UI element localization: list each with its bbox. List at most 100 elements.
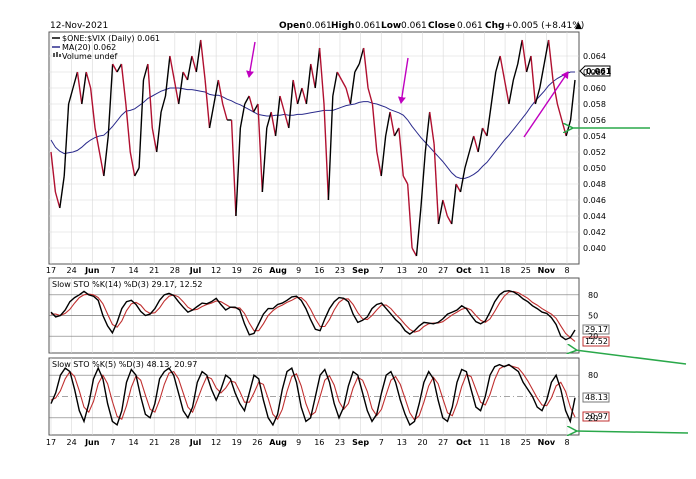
price-segment [169,55,175,81]
price-segment [354,63,360,73]
price-segment [222,103,228,121]
price-segment [380,135,387,177]
price-legend: $ONE:$VIX (Daily) 0.061 MA(20) 0.062 Vol… [52,34,160,61]
x-tick-bottom: 24 [67,438,77,447]
x-tick-bottom: 8 [564,438,569,447]
sto-d-line [50,364,576,421]
price-segment [345,87,352,105]
x-tick-bottom: Oct [456,438,472,447]
svg-text:12.52: 12.52 [585,337,608,346]
price-y-tick: 0.062 [583,68,606,77]
sto-y-tick: 20 [588,332,598,341]
sto-y-tick: 20 [588,414,598,423]
price-segment [195,39,202,73]
x-tick-bottom: 20 [417,438,427,447]
x-tick-mid: 26 [252,266,262,275]
low-value: 0.061 [401,21,427,31]
price-panel [48,31,580,265]
price-segment [151,127,158,153]
price-segment [112,63,118,73]
price-segment [367,87,374,105]
x-tick-mid: 24 [67,266,77,275]
ma20-line [50,71,575,179]
price-y-tick: 0.044 [583,212,606,221]
price-segment [116,63,123,73]
chart-date: 12-Nov-2021 [50,21,108,31]
x-tick-mid: 14 [128,266,138,275]
price-segment [279,95,286,113]
price-segment [261,127,268,193]
x-tick-mid: 21 [149,266,159,275]
price-segment [230,119,237,217]
x-tick-mid: Jun [84,266,100,275]
x-tick-mid: 16 [314,266,324,275]
price-segment [547,39,554,81]
x-tick-bottom: Jun [84,438,100,447]
price-segment [89,87,96,129]
price-segment [455,183,462,193]
x-tick-mid: 13 [397,266,407,275]
price-segment [191,55,197,73]
sto14-legend: Slow STO %K(14) %D(3) 29.17, 12.52 [52,280,202,289]
price-segment [305,63,312,105]
price-segment [512,63,519,81]
price-segment [296,87,303,105]
price-segment [178,71,184,105]
price-segment [134,167,140,177]
price-segment [534,87,541,105]
price-segment [173,79,180,105]
sto-k-line [50,363,576,427]
price-segment [539,63,545,89]
chg-value: +0.005 (+8.41%) [505,21,584,31]
price-segment [376,151,382,177]
price-segment [266,111,272,129]
annotations [246,41,689,433]
price-segment [142,63,149,81]
volume-legend-swatch [53,53,55,57]
price-y-tick: 0.056 [583,116,606,125]
price-segment [63,103,70,177]
price-segment [257,103,264,193]
price-segment [358,47,365,65]
price-segment [235,127,242,217]
price-segment [468,135,475,153]
x-tick-mid: 9 [296,266,301,275]
legend-volume: Volume undef [62,52,117,61]
price-segment [442,199,448,217]
magenta-arrow-3 [523,71,569,138]
price-segment [85,71,92,89]
x-tick-bottom: 25 [521,438,531,447]
price-segment [349,71,356,105]
price-segment [490,71,497,105]
price-segment [318,47,325,105]
price-segment [120,63,127,105]
legend-price: $ONE:$VIX (Daily) 0.061 [62,34,160,43]
price-segment [415,207,422,257]
sto-y-tick: 80 [588,371,598,380]
price-segment [186,55,193,81]
sto14-value-tags: 29.17 12.52 [582,324,610,347]
price-segment [292,79,299,105]
price-segment [327,95,334,201]
x-tick-bottom: Nov [538,438,556,447]
price-segment [274,95,281,137]
price-y-tick: 0.046 [583,196,606,205]
price-segment [451,183,457,225]
price-segment [270,111,277,137]
x-tick-bottom: Aug [269,438,287,447]
price-segment [508,79,515,105]
price-segment [411,247,418,257]
price-segment [252,103,259,113]
sto-y-tick: 50 [588,312,598,321]
chg-up-icon: ▲ [575,21,582,31]
price-y-tick: 0.048 [583,180,606,189]
price-segment [107,63,114,137]
price-y-tick: 0.054 [583,132,606,141]
sto-k-line [50,289,576,341]
price-segment [98,151,105,177]
price-segment [182,71,189,81]
open-label: Open [279,21,306,31]
high-value: 0.061 [355,21,381,31]
x-tick-mid: 28 [170,266,180,275]
price-segment [459,167,466,193]
